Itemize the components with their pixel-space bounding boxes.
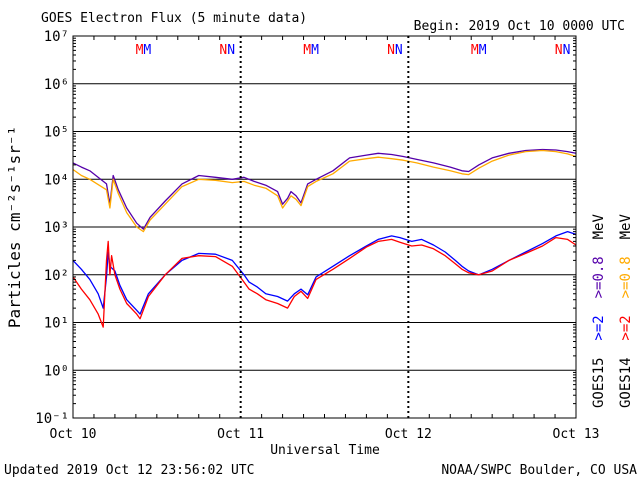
legend-entry: MeV — [591, 214, 607, 257]
mn-marker: NN — [387, 43, 403, 58]
mn-marker-letter: N — [387, 43, 395, 58]
series-line-3 — [72, 236, 577, 328]
x-tick-label: Oct 13 — [553, 427, 600, 442]
y-tick-label: 10⁴ — [44, 172, 69, 188]
updated-timestamp: Updated 2019 Oct 12 23:56:02 UTC — [4, 463, 254, 478]
y-tick-label: 10⁵ — [44, 125, 69, 141]
y-tick-label: 10¹ — [44, 316, 69, 332]
series-line-2 — [72, 230, 577, 315]
mn-marker: MM — [303, 43, 319, 58]
legend-column: GOES15 >=2 >=0.8 MeV — [591, 214, 607, 408]
plot-frame — [72, 35, 577, 419]
chart-title: GOES Electron Flux (5 minute data) — [41, 11, 307, 26]
y-tick-label: 10⁶ — [44, 77, 69, 93]
y-tick-label: 10⁷ — [44, 29, 69, 45]
legend-entry: MeV — [618, 214, 634, 257]
y-tick-labels: 10⁷ 10⁶ 10⁵ 10⁴ 10³ 10² 10¹ 10⁰ 10⁻¹ — [35, 29, 69, 427]
grid-lines — [73, 83, 576, 371]
begin-label: Begin: 2019 Oct 10 0000 UTC — [414, 19, 625, 34]
mn-marker-letter: M — [143, 43, 151, 58]
mn-markers: MM NN MM NN MM NN — [136, 43, 571, 58]
mn-marker-letter: N — [395, 43, 403, 58]
legend-entry: GOES15 — [591, 357, 607, 408]
mn-marker-letter: M — [471, 43, 479, 58]
mn-marker-letter: N — [227, 43, 235, 58]
legend-entry: >=0.8 — [591, 256, 607, 315]
y-tick-label: 10³ — [44, 220, 69, 236]
mn-marker: NN — [555, 43, 571, 58]
y-axis-label: Particles cm⁻²s⁻¹sr⁻¹ — [5, 126, 24, 328]
x-tick-label: Oct 11 — [217, 427, 264, 442]
x-tick-label: Oct 10 — [50, 427, 97, 442]
legend-entry: GOES14 — [618, 357, 634, 408]
mn-marker-letter: N — [555, 43, 563, 58]
legend-entry: >=2 — [591, 315, 607, 357]
mn-marker: NN — [219, 43, 235, 58]
x-tick-label: Oct 12 — [385, 427, 432, 442]
mn-marker: MM — [471, 43, 487, 58]
x-tick-labels: Oct 10 Oct 11 Oct 12 Oct 13 — [50, 427, 600, 442]
y-tick-label: 10⁰ — [44, 363, 69, 379]
credit-label: NOAA/SWPC Boulder, CO USA — [441, 463, 637, 478]
series-line-0 — [72, 148, 577, 230]
legend-entry: >=0.8 — [618, 256, 634, 315]
legend-column: GOES14 >=2 >=0.8 MeV — [618, 214, 634, 408]
mn-marker-letter: N — [563, 43, 571, 58]
y-tick-label: 10⁻¹ — [35, 411, 69, 427]
mn-marker-letter: M — [479, 43, 487, 58]
y-tick-label: 10² — [44, 268, 69, 284]
mn-marker: MM — [136, 43, 152, 58]
legend-entry: >=2 — [618, 315, 634, 357]
mn-marker-letter: M — [136, 43, 144, 58]
series-line-1 — [72, 149, 577, 233]
series-layer — [72, 148, 577, 328]
mn-marker-letter: M — [311, 43, 319, 58]
mn-marker-letter: N — [219, 43, 227, 58]
x-axis-label: Universal Time — [270, 443, 380, 458]
mn-marker-letter: M — [303, 43, 311, 58]
